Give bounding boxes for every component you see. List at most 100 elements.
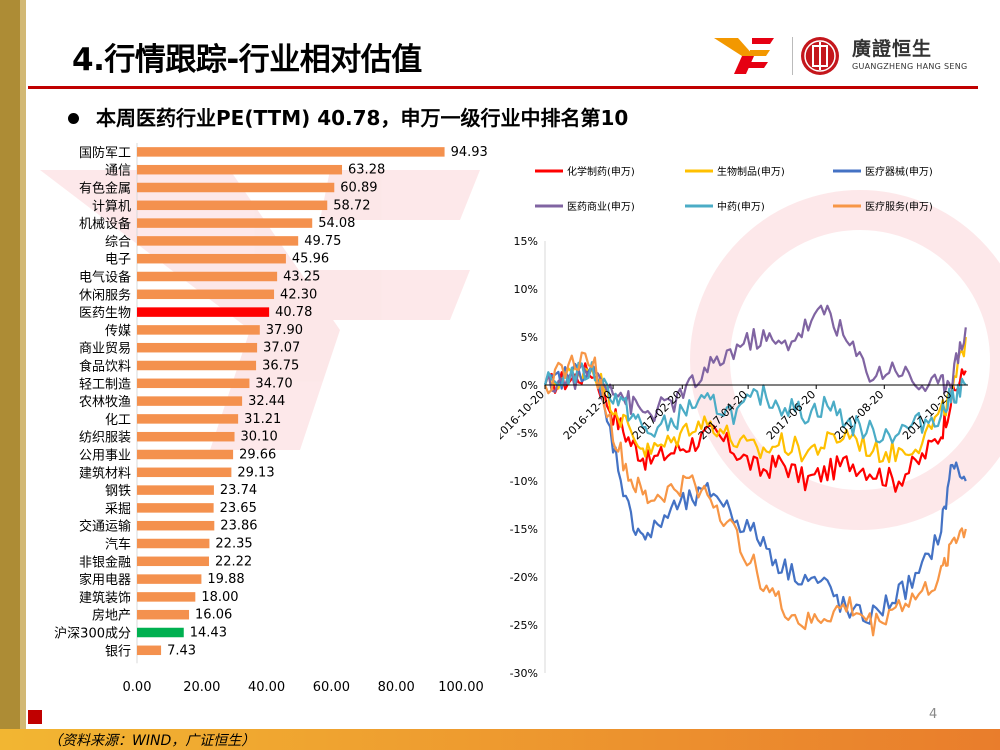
bar-category-label: 交通运输 <box>79 519 131 535</box>
bar-category-label: 农林牧渔 <box>79 395 131 410</box>
bar <box>137 414 239 424</box>
bar-value-label: 22.35 <box>215 537 252 552</box>
bar-category-label: 沪深300成分 <box>54 626 131 642</box>
bar <box>137 503 214 513</box>
legend-label: 生物制品(申万) <box>717 165 785 178</box>
bar-category-label: 机械设备 <box>79 216 131 232</box>
bar <box>137 556 209 567</box>
bar-value-label: 63.28 <box>348 163 385 178</box>
relative-return-line-chart: 化学制药(申万) 生物制品(申万) 医疗器械(申万) 医药商业(申万) 中药(申万) 医疗… <box>500 165 968 680</box>
bar-category-label: 建筑装饰 <box>79 590 131 606</box>
y-tick-label: 0% <box>521 379 538 392</box>
bar-category-label: 有色金属 <box>79 181 131 197</box>
bar-value-label: 29.66 <box>239 448 276 463</box>
bar-category-label: 综合 <box>105 235 131 250</box>
subtitle: 本周医药行业PE(TTM) 40.78，申万一级行业中排名第10 <box>96 106 629 130</box>
bar <box>137 271 278 282</box>
bar <box>137 164 343 175</box>
bar-value-label: 37.07 <box>263 341 300 356</box>
y-tick-label: -15% <box>510 523 538 536</box>
bar-value-label: 30.10 <box>241 430 278 445</box>
bullet-icon <box>68 113 79 124</box>
bar <box>137 449 234 460</box>
bar-value-label: 7.43 <box>167 643 196 658</box>
bar <box>137 378 250 389</box>
footer-band <box>0 729 1000 750</box>
source-note: （资料来源：WIND，广证恒生） <box>48 733 256 749</box>
bar <box>137 342 258 353</box>
bar <box>137 236 299 246</box>
bar-value-label: 42.30 <box>280 287 317 302</box>
bar <box>137 289 275 300</box>
bar <box>137 431 235 442</box>
series-line <box>543 336 967 464</box>
bar-category-label: 传媒 <box>105 324 131 339</box>
bar-category-label: 商业贸易 <box>79 342 131 357</box>
bar-category-label: 非银金融 <box>79 554 131 570</box>
bar <box>137 485 214 495</box>
bar-category-label: 钢铁 <box>105 484 131 499</box>
bar-category-label: 家用电器 <box>79 572 131 588</box>
logo-name: 廣證恒生 <box>852 38 933 60</box>
bar-value-label: 34.70 <box>255 376 292 391</box>
x-tick-label: 100.00 <box>438 680 484 695</box>
bar <box>137 396 243 406</box>
bar <box>137 538 210 549</box>
bar <box>137 609 190 620</box>
logo-y-mark-left <box>714 38 754 56</box>
bar <box>137 574 202 584</box>
bar-category-label: 汽车 <box>105 537 131 553</box>
series-line <box>543 361 967 444</box>
bar <box>137 307 270 317</box>
x-tick-label: 0.00 <box>123 680 152 695</box>
bar-value-label: 23.65 <box>220 501 257 516</box>
bar <box>137 200 328 211</box>
bar-value-label: 18.00 <box>201 590 238 605</box>
x-tick-label: 80.00 <box>378 680 415 695</box>
x-tick-label: 60.00 <box>313 680 350 695</box>
bar <box>137 645 162 656</box>
bar-value-label: 54.08 <box>318 216 355 231</box>
y-tick-label: -20% <box>510 571 538 584</box>
legend-label: 中药(申万) <box>717 200 765 213</box>
bar-value-label: 14.43 <box>190 626 227 641</box>
y-tick-label: 10% <box>514 283 538 296</box>
bar-value-label: 60.89 <box>340 181 377 196</box>
left-accent-stripe <box>20 0 26 750</box>
bar-category-label: 公用事业 <box>79 449 131 464</box>
y-tick-label: -30% <box>510 667 538 680</box>
bar-value-label: 49.75 <box>304 234 341 249</box>
series-line <box>543 362 967 493</box>
series-line <box>543 351 967 637</box>
bar-category-label: 食品饮料 <box>79 359 131 375</box>
bar-value-label: 58.72 <box>333 198 370 213</box>
bar-value-label: 40.78 <box>275 305 312 320</box>
company-logo <box>714 37 839 75</box>
y-tick-label: 5% <box>521 331 538 344</box>
bar-category-label: 休闲服务 <box>79 287 131 303</box>
bar-value-label: 29.13 <box>237 465 274 480</box>
bar-category-label: 计算机 <box>92 199 131 214</box>
bar-category-label: 采掘 <box>105 502 131 517</box>
bar-category-label: 纺织服装 <box>79 431 131 446</box>
bar-value-label: 31.21 <box>244 412 281 427</box>
bar-category-label: 医药生物 <box>79 306 131 321</box>
y-tick-label: 15% <box>514 235 538 248</box>
bar <box>137 520 215 531</box>
footer-marker <box>28 710 42 724</box>
bar <box>137 147 445 157</box>
bar <box>137 253 286 264</box>
bar-value-label: 23.74 <box>220 483 257 498</box>
logo-e-mark-bottom <box>748 62 768 68</box>
bar <box>137 627 184 638</box>
logo-subname: GUANGZHENG HANG SENG <box>852 62 968 71</box>
bar-value-label: 16.06 <box>195 608 232 623</box>
x-tick-label: 20.00 <box>183 680 220 695</box>
series-line <box>543 304 967 422</box>
bar <box>137 182 335 193</box>
bar-category-label: 建筑材料 <box>79 465 131 481</box>
pe-bar-chart: 国防军工 94.93 通信 63.28 有色金属 60.89 计算机 58.72 机械设备 54.… <box>54 143 488 695</box>
bar-value-label: 22.22 <box>215 554 252 569</box>
x-tick-label: 40.00 <box>248 680 285 695</box>
bar <box>137 360 257 371</box>
